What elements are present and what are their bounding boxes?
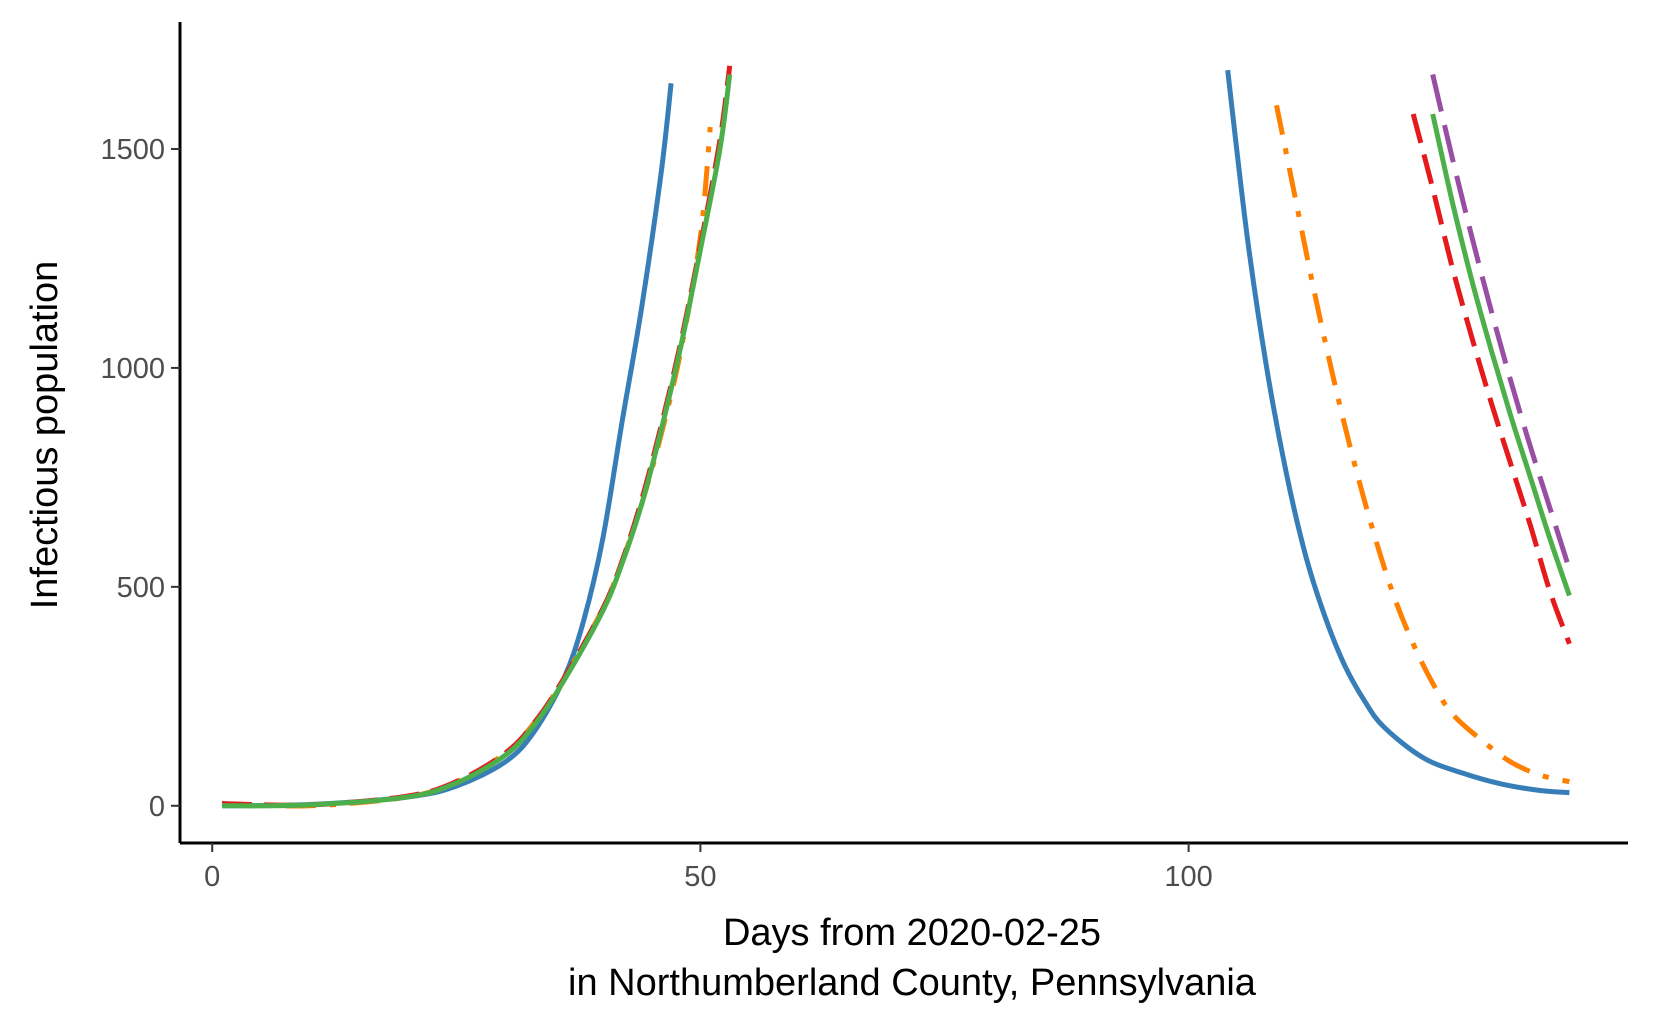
series-line-red-dashed-segment-1 [221, 65, 733, 808]
y-tick-label: 500 [117, 572, 165, 604]
x-axis-title-line1: Days from 2020-02-25 [723, 912, 1101, 954]
series-line-blue-solid-segment-2 [1225, 69, 1570, 796]
x-tick-label: 100 [1164, 861, 1212, 893]
y-ticks: 0 500 1000 1500 [100, 134, 180, 823]
series-line-green-solid-segment-2 [1430, 113, 1572, 597]
series-line-red-dashed-segment-2 [1410, 113, 1572, 645]
series-line-purple-dashed-segment-1 [1430, 73, 1572, 571]
y-tick-label: 0 [149, 791, 165, 823]
y-tick-label: 1500 [100, 134, 165, 166]
x-tick-label: 0 [204, 861, 220, 893]
series-line-blue-solid-segment-1 [221, 83, 674, 809]
series-layer [221, 65, 1572, 809]
series-line-orange-dashdot-segment-1 [221, 126, 713, 809]
x-tick-label: 50 [684, 861, 716, 893]
series-line-orange-dashdot-segment-2 [1274, 104, 1570, 785]
series-line-green-solid-segment-1 [221, 74, 733, 809]
x-ticks: 0 50 100 [204, 843, 1213, 893]
x-axis-title-line2: in Northumberland County, Pennsylvania [568, 962, 1257, 1004]
y-tick-label: 1000 [100, 353, 165, 385]
y-axis-title: Infectious population [24, 261, 66, 610]
